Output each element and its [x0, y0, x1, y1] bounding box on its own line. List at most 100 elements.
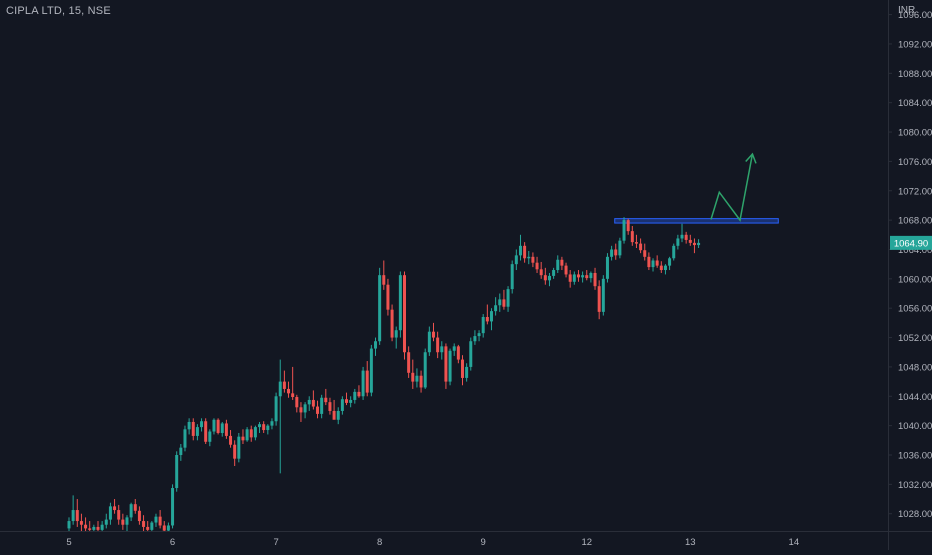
time-tick-label: 12 — [581, 537, 592, 548]
candle-body — [564, 265, 568, 275]
price-tick-label: 1048.00 — [898, 362, 932, 373]
time-tick-label: 6 — [170, 537, 175, 548]
candle-body — [431, 331, 435, 338]
candle-body — [643, 250, 647, 257]
candle-body — [506, 289, 510, 307]
candle-body — [220, 423, 224, 433]
candle-body — [253, 427, 257, 438]
candle-body — [179, 447, 183, 455]
candle-body — [692, 242, 696, 246]
candle-body — [125, 517, 129, 525]
candle-body — [71, 510, 75, 522]
candle-body — [195, 427, 199, 436]
candle-body — [535, 262, 539, 270]
candle-body — [353, 391, 357, 400]
time-axis[interactable]: 5 6 7 8 9 12 13 14 — [0, 531, 932, 549]
candle-body — [676, 238, 680, 246]
candle-body — [258, 424, 262, 428]
candle-body — [369, 348, 373, 393]
candle-body — [390, 309, 394, 338]
candle-body — [249, 429, 253, 438]
candle-body — [460, 359, 464, 378]
candle-body — [374, 341, 378, 349]
candle-body — [166, 525, 170, 531]
candle-body — [150, 522, 154, 530]
candle-body — [303, 404, 307, 413]
candle-body — [324, 397, 328, 403]
price-axis[interactable]: 1028.00 1032.00 1036.00 1040.00 1044.00 1048.… — [888, 0, 932, 550]
candle-body — [241, 436, 245, 441]
candle-body — [398, 275, 402, 331]
price-tick-label: 1068.00 — [898, 216, 932, 227]
symbol-title[interactable]: CIPLA LTD, 15, NSE — [6, 5, 111, 17]
candle-body — [547, 275, 551, 281]
candle-body — [485, 317, 489, 322]
time-tick-label: 8 — [377, 537, 382, 548]
projection-path — [710, 153, 754, 222]
price-tick-label: 1080.00 — [898, 128, 932, 139]
candle-body — [436, 337, 440, 353]
candle-body — [316, 406, 320, 414]
candle-body — [597, 286, 601, 312]
candle-body — [605, 256, 609, 279]
candle-body — [129, 504, 133, 518]
candle-body — [630, 231, 634, 243]
time-tick-label: 14 — [789, 537, 800, 548]
candle-body — [552, 270, 556, 276]
candle-body — [79, 521, 83, 525]
candle-body — [378, 275, 382, 342]
candle-body — [92, 526, 96, 530]
candle-body — [382, 275, 386, 285]
candle-body — [216, 419, 220, 433]
candle-body — [593, 272, 597, 287]
time-tick-label: 9 — [481, 537, 486, 548]
candle-body — [200, 421, 204, 428]
time-tick-label: 7 — [273, 537, 278, 548]
candle-body — [299, 407, 303, 413]
candle-body — [100, 524, 104, 530]
candle-body — [489, 311, 493, 322]
candle-body — [287, 388, 291, 394]
candle-body — [626, 220, 630, 232]
candle-body — [444, 346, 448, 382]
candle-body — [407, 352, 411, 373]
candle-body — [581, 275, 585, 278]
candle-body — [262, 424, 266, 431]
candle-body — [274, 396, 278, 422]
candle-body — [320, 397, 324, 414]
candle-body — [146, 526, 150, 530]
candle-body — [191, 421, 195, 436]
candle-body — [403, 275, 407, 353]
candle-body — [212, 419, 216, 432]
candle-body — [668, 258, 672, 266]
candle-body — [448, 350, 452, 382]
candle-body — [117, 510, 121, 520]
candle-body — [204, 421, 208, 442]
candle-body — [104, 519, 108, 525]
price-tick-label: 1032.00 — [898, 480, 932, 491]
candle-body — [411, 372, 415, 382]
candle-body — [427, 331, 431, 353]
candle-body — [282, 381, 286, 389]
candle-body — [162, 525, 166, 531]
last-price-layer: 1064.90 — [890, 235, 932, 250]
candle-body — [171, 488, 175, 526]
candle-body — [307, 399, 311, 405]
candle-body — [688, 239, 692, 243]
price-tick-label: 1040.00 — [898, 421, 932, 432]
candle-body — [585, 275, 589, 279]
candle-body — [75, 510, 79, 522]
price-tick-label: 1044.00 — [898, 392, 932, 403]
price-tick-label: 1064.00 — [898, 245, 932, 256]
candle-body — [639, 243, 643, 251]
candle-body — [680, 234, 684, 239]
price-tick-label: 1060.00 — [898, 274, 932, 285]
candle-body — [154, 516, 158, 523]
resistance-zone-rect — [614, 218, 779, 224]
candle-body — [477, 333, 481, 337]
candle-body — [465, 366, 469, 378]
candle-body — [208, 431, 212, 442]
candle-body — [229, 435, 233, 445]
